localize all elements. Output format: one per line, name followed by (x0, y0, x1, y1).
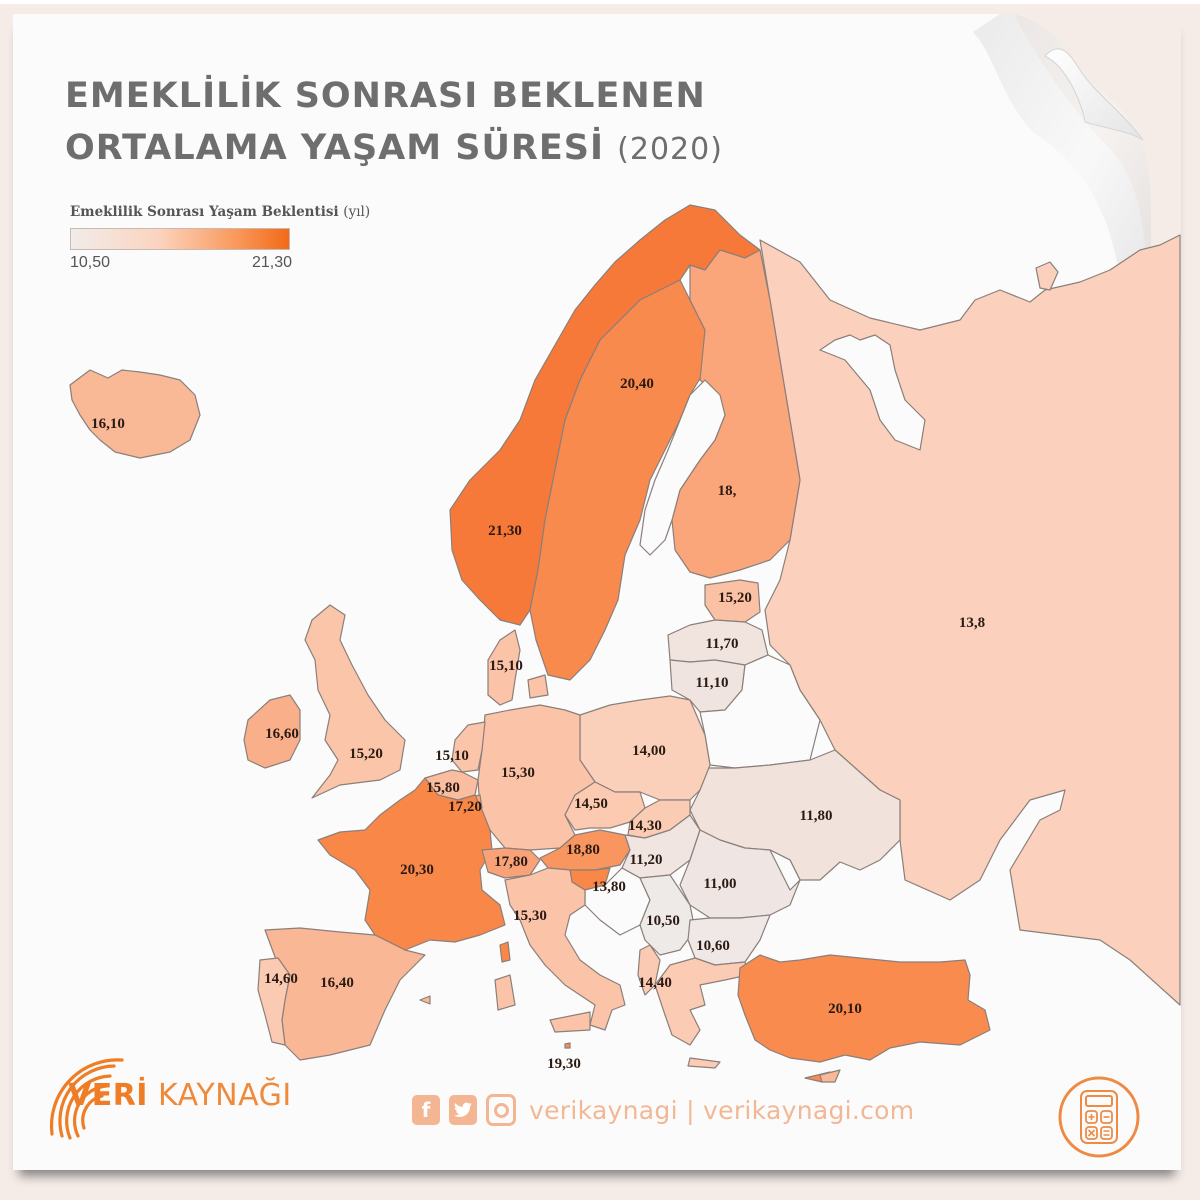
top-strip (0, 0, 1200, 4)
instagram-lens (493, 1102, 509, 1118)
country-italy (494, 867, 626, 1033)
page-curl-decoration (973, 14, 1181, 332)
label-romania: 11,00 (704, 876, 737, 892)
country-cyprus (819, 1069, 841, 1083)
country-iceland (69, 369, 201, 459)
label-switzerland: 17,80 (494, 854, 528, 870)
label-russia: 13,8 (959, 615, 985, 631)
country-russia (759, 234, 1181, 1006)
legend-unit: (yıl) (343, 204, 371, 220)
corsica (499, 941, 511, 963)
calculator-icon (1058, 1076, 1140, 1158)
country-turkey (737, 954, 991, 1083)
title-line-2: ORTALAMA YAŞAM SÜRESİ (2020) (65, 122, 965, 176)
label-spain: 16,40 (320, 975, 354, 991)
page-title: EMEKLİLİK SONRASI BEKLENEN ORTALAMA YAŞA… (65, 70, 965, 176)
country-greece (654, 957, 749, 1069)
country-switzerland (481, 847, 541, 879)
brand-name: VERİ KAYNAĞI (68, 1078, 292, 1113)
value-labels: 16,10 21,30 20,40 18, 13,8 15,20 11,70 1… (91, 376, 985, 1072)
label-norway: 21,30 (488, 523, 522, 539)
legend-title-text: Emeklilik Sonrası Yaşam Beklentisi (70, 204, 339, 220)
label-malta: 19,30 (547, 1056, 581, 1072)
label-latvia: 11,70 (706, 636, 739, 652)
label-belgium: 15,80 (426, 780, 460, 796)
label-poland: 14,00 (632, 743, 666, 759)
label-turkey: 20,10 (828, 1001, 862, 1017)
label-bulgaria: 10,60 (696, 938, 730, 954)
title-year: (2020) (617, 132, 723, 167)
country-portugal (257, 957, 291, 1046)
legend-max-label: 21,30 (251, 254, 292, 271)
white-sea (819, 334, 926, 451)
title-line-1: EMEKLİLİK SONRASI BEKLENEN (65, 76, 706, 116)
facebook-icon[interactable]: f (412, 1095, 440, 1125)
label-iceland: 16,10 (91, 416, 125, 432)
country-netherlands (451, 721, 486, 773)
country-france (317, 777, 506, 951)
social-handle-link[interactable]: verikaynagi | verikaynagi.com (529, 1095, 915, 1125)
brand-name-bold: VERİ (68, 1078, 148, 1113)
label-luxembourg: 17,20 (448, 799, 482, 815)
country-denmark (487, 629, 549, 706)
legend-min-label: 10,50 (70, 254, 111, 271)
twitter-bird-glyph (454, 1102, 472, 1118)
label-hungary: 11,20 (630, 852, 663, 868)
label-italy: 15,30 (513, 908, 547, 924)
label-slovenia: 13,80 (592, 879, 626, 895)
label-netherlands: 15,10 (435, 748, 469, 764)
legend-title: Emeklilik Sonrası Yaşam Beklentisi (yıl) (70, 204, 410, 220)
label-germany: 15,30 (501, 765, 535, 781)
instagram-icon[interactable] (486, 1094, 516, 1126)
label-sweden: 20,40 (620, 376, 654, 392)
legend-gradient-bar (70, 228, 290, 250)
label-serbia: 10,50 (646, 913, 680, 929)
country-malta (564, 1042, 571, 1049)
color-legend: Emeklilik Sonrası Yaşam Beklentisi (yıl)… (70, 204, 410, 272)
label-denmark: 15,10 (489, 658, 523, 674)
label-ukraine: 11,80 (800, 808, 833, 824)
russia-island (1035, 261, 1059, 291)
veri-kaynagi-logo-icon (49, 1058, 124, 1140)
gulf-of-bothnia (639, 379, 726, 556)
country-uk (304, 604, 406, 799)
legend-ticks: 10,50 21,30 (70, 254, 292, 272)
label-uk: 15,20 (349, 746, 383, 762)
label-finland: 18, (718, 483, 737, 499)
label-greece: 14,40 (638, 975, 672, 991)
country-ireland (243, 694, 301, 769)
label-austria: 18,80 (566, 842, 600, 858)
title-line-2-text: ORTALAMA YAŞAM SÜRESİ (65, 128, 604, 168)
country-estonia (704, 579, 761, 623)
brand-name-light: KAYNAĞI (147, 1078, 292, 1113)
label-france: 20,30 (400, 862, 434, 878)
country-romania (679, 829, 801, 919)
country-bulgaria (687, 914, 771, 966)
country-spain (264, 927, 431, 1061)
label-ireland: 16,60 (265, 726, 299, 742)
country-moldova (769, 849, 801, 891)
label-lithuania: 11,10 (696, 675, 729, 691)
label-czechia: 14,50 (574, 796, 608, 812)
label-portugal: 14,60 (264, 971, 298, 987)
twitter-icon[interactable] (449, 1095, 477, 1125)
social-links: f verikaynagi | verikaynagi.com (412, 1094, 914, 1126)
label-slovakia: 14,30 (628, 818, 662, 834)
country-serbia (639, 874, 696, 956)
label-estonia: 15,20 (718, 590, 752, 606)
